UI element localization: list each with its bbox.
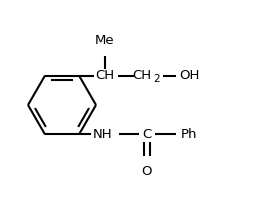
Text: Me: Me	[95, 34, 115, 47]
Text: 2: 2	[154, 73, 160, 83]
Text: C: C	[142, 128, 152, 141]
Text: CH: CH	[95, 69, 114, 82]
Text: NH: NH	[93, 128, 113, 141]
Text: Ph: Ph	[181, 128, 197, 141]
Text: O: O	[142, 165, 152, 178]
Text: OH: OH	[179, 69, 199, 82]
Text: CH: CH	[132, 69, 152, 82]
